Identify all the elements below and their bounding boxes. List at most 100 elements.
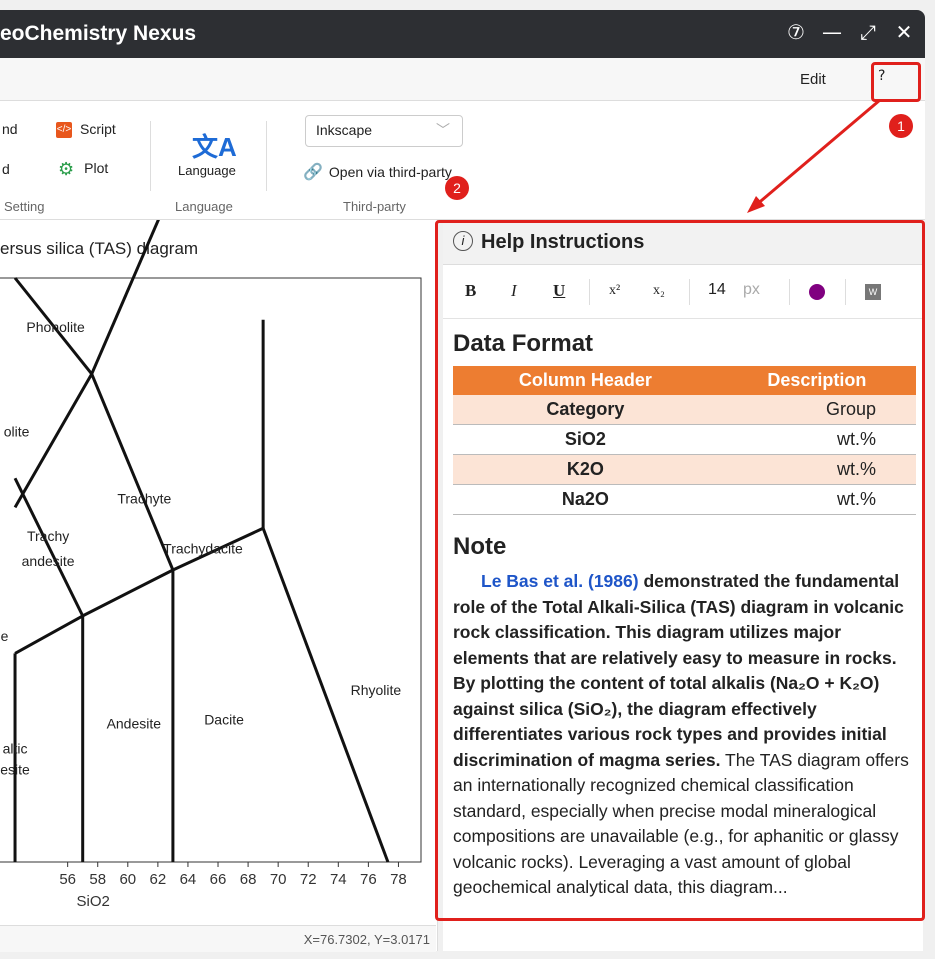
field-boundary (13, 477, 85, 617)
italic-button[interactable]: I (511, 281, 517, 300)
menu-help[interactable]: ? (878, 68, 886, 84)
tas-chart[interactable]: 56 58 60 62 64 66 68 70 72 74 76 78 SiO2 Phonolite oli… (0, 220, 437, 920)
open-third-party-button[interactable]: 🔗 Open via third-party (303, 162, 452, 182)
x-tick-label: 60 (119, 871, 136, 888)
table-row: K2O wt.% (453, 454, 916, 485)
data-format-table: Column Header Description Category Group… (453, 366, 916, 515)
field-label: Andesite (107, 716, 162, 732)
toolbar-separator (689, 279, 690, 305)
plot-button[interactable]: ⚙ Plot (58, 159, 108, 180)
menu-edit[interactable]: Edit (800, 71, 826, 88)
field-boundary (90, 373, 175, 571)
note-bold-text: demonstrated the fundamental role of the… (453, 571, 904, 770)
field-label: andesite (22, 553, 75, 569)
field-label: Trachyte (117, 490, 171, 506)
help-title: Help Instructions (481, 231, 645, 253)
maximize-icon[interactable]: ⤢ (860, 20, 876, 44)
field-label: Trachy (27, 528, 69, 544)
x-tick-label: 76 (360, 871, 377, 888)
table-cell: Na2O (453, 484, 718, 515)
superscript-button[interactable]: x² (609, 283, 621, 298)
help-circle-icon[interactable]: ⑦ (787, 20, 805, 44)
subscript-button[interactable]: x₂ (653, 283, 665, 298)
field-boundary (172, 526, 264, 572)
note-title: Note (453, 533, 507, 560)
field-label: e (1, 628, 9, 644)
plot-frame (0, 277, 422, 863)
window-controls: ⑦ — ⤢ ✕ (785, 20, 915, 44)
script-icon: </> (56, 122, 72, 139)
bold-button[interactable]: B (465, 281, 477, 300)
x-tick-label: 68 (240, 871, 257, 888)
underline-button[interactable]: U (553, 281, 566, 300)
ribbon-item-d[interactable]: d (2, 161, 10, 177)
help-header: i Help Instructions (443, 222, 923, 265)
x-tick-label: 70 (270, 871, 287, 888)
word-export-icon[interactable]: W (865, 284, 881, 300)
x-tick-label: 62 (150, 871, 167, 888)
info-icon: i (453, 231, 473, 251)
ribbon-item-nd[interactable]: nd (2, 121, 18, 137)
group-setting: Setting (4, 199, 45, 214)
table-cell: wt.% (717, 454, 916, 485)
menu-bar: Edit ? (0, 58, 925, 101)
table-row: SiO2 wt.% (453, 424, 916, 455)
script-label: Script (80, 121, 116, 137)
chart-panel: ersus silica (TAS) diagram 56 58 60 62 64 66 6… (0, 220, 438, 951)
x-axis-label: SiO2 (77, 893, 110, 910)
open-third-party-label: Open via third-party (328, 164, 452, 180)
field-boundary (13, 373, 94, 509)
third-party-select[interactable]: Inkscape ﹀ (305, 115, 463, 147)
language-button[interactable]: Language (178, 163, 236, 178)
font-size-unit: px (743, 281, 760, 298)
toolbar-separator (589, 279, 590, 305)
chevron-down-icon: ﹀ (436, 122, 450, 138)
field-label: Phonolite (26, 319, 85, 335)
field-boundary (13, 277, 93, 375)
table-cell: wt.% (717, 424, 916, 455)
help-panel: i Help Instructions B I U x² x₂ 14 px W … (443, 222, 923, 951)
highlight-box-help-menu (871, 62, 921, 102)
toolbar-separator (789, 279, 790, 305)
script-button[interactable]: </> Script (56, 121, 116, 139)
x-tick-label: 72 (300, 871, 317, 888)
x-tick-label: 56 (59, 871, 76, 888)
table-cell: Group (717, 395, 916, 425)
citation-link[interactable]: Le Bas et al. (1986) (481, 571, 639, 591)
column-header: Description (717, 366, 916, 395)
column-header: Column Header (453, 366, 718, 395)
x-tick-label: 78 (390, 871, 407, 888)
font-size-value[interactable]: 14 (708, 281, 726, 298)
table-cell: SiO2 (453, 424, 718, 455)
x-tick-label: 64 (180, 871, 197, 888)
group-third-party: Third-party (343, 199, 406, 214)
ribbon: nd d </> Script ⚙ Plot Setting 文A Language… (0, 101, 925, 220)
note-plain-text: The TAS diagram offers an internationall… (453, 749, 909, 898)
translate-icon[interactable]: 文A (192, 132, 237, 162)
highlight-box-help-panel (435, 220, 925, 921)
field-label: Rhyolite (351, 682, 402, 698)
field-label: altic (3, 741, 28, 757)
note-paragraph: Le Bas et al. (1986) demonstrated the fu… (453, 569, 919, 901)
cursor-coords: X=76.7302, Y=3.0171 (303, 932, 430, 947)
help-content: Data Format Column Header Description Ca… (453, 318, 919, 901)
close-icon[interactable]: ✕ (895, 20, 913, 44)
x-tick-label: 66 (210, 871, 227, 888)
table-row: Category Group (453, 395, 916, 425)
text-color-icon[interactable] (809, 284, 825, 300)
field-boundary (82, 568, 174, 618)
field-boundary (90, 220, 160, 375)
app-title: eoChemistry Nexus (0, 22, 197, 45)
table-row: Na2O wt.% (453, 484, 916, 515)
editor-toolbar: B I U x² x₂ 14 px W (443, 265, 923, 319)
toolbar-separator (845, 279, 846, 305)
minimize-icon[interactable]: — (822, 20, 842, 44)
x-tick-label: 74 (330, 871, 347, 888)
step-badge-2: 2 (445, 176, 469, 200)
field-label: Dacite (204, 711, 244, 727)
table-header-row: Column Header Description (453, 366, 916, 395)
table-cell: wt.% (717, 484, 916, 515)
link-icon: 🔗 (303, 164, 323, 181)
ribbon-separator (266, 121, 267, 191)
